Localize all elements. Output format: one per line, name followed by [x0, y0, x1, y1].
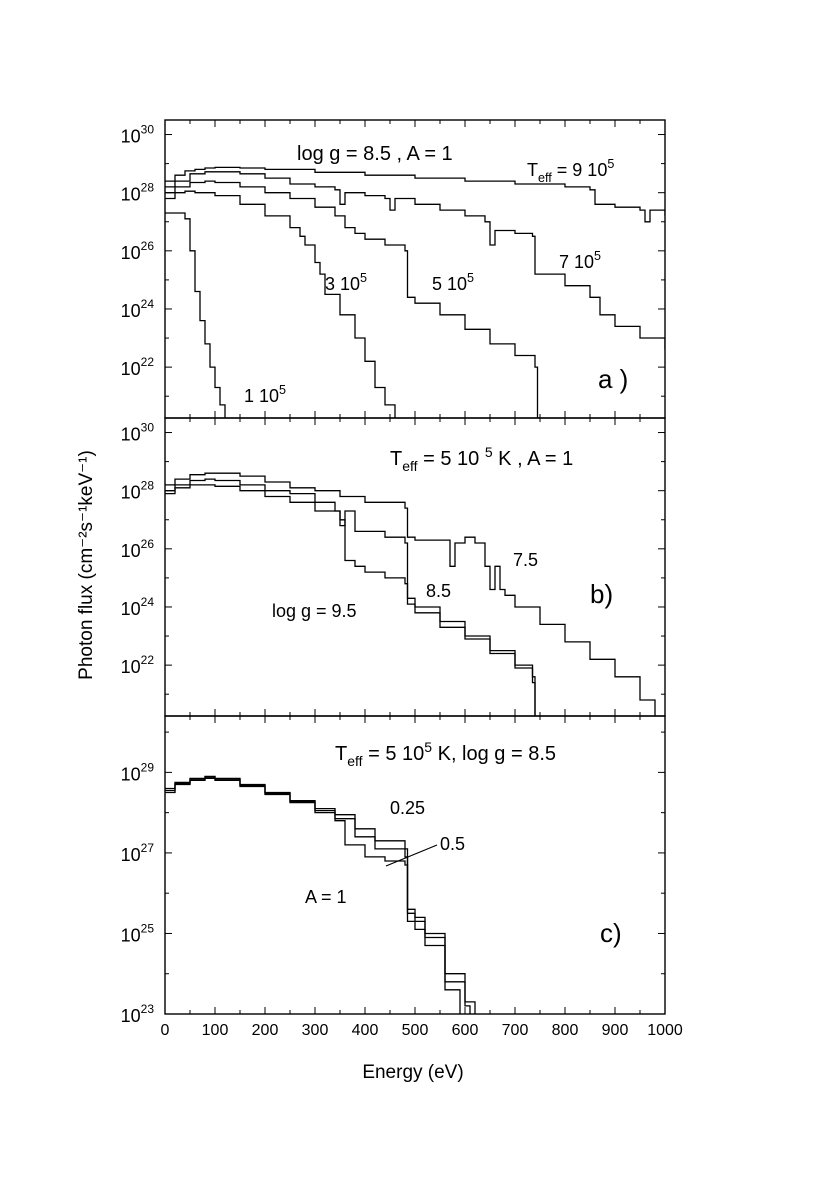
series-label: 1 105: [244, 383, 286, 406]
series-label: Teff = 9 105: [527, 157, 614, 185]
y-tick-label: 1029: [121, 760, 155, 784]
panel-b: 1022 1024 1026 1028 1030 7.5 8.5 log g = 9.5 Tef…: [121, 417, 666, 717]
series-line-a-5: [165, 212, 226, 418]
series-label: 3 105: [325, 271, 367, 294]
y-tick-label: 1026: [121, 239, 155, 263]
panel-label: b): [590, 579, 613, 609]
x-tick-label: 100: [202, 1022, 229, 1039]
series-label: 5 105: [432, 271, 474, 294]
series-line-b-1: [165, 472, 656, 716]
panel-heading: log g = 8.5 , A = 1: [297, 143, 453, 165]
y-tick-label: 1024: [121, 297, 155, 321]
x-tick-label: 0: [161, 1022, 170, 1039]
panel-heading: Teff = 5 105 K, log g = 8.5: [335, 739, 556, 769]
series-line-a-4: [165, 190, 396, 418]
y-tick-label: 1026: [121, 537, 155, 561]
panel-label: c): [600, 918, 622, 948]
annotation-pointer: [385, 844, 438, 867]
series-line-b-2: [165, 478, 536, 716]
x-tick-label: 400: [352, 1022, 379, 1039]
series-line-c-3: [165, 777, 461, 1014]
y-tick-label: 1025: [121, 921, 155, 945]
x-tick-label: 200: [252, 1022, 279, 1039]
series-label: 0.25: [390, 798, 425, 818]
y-tick-label: 1022: [121, 653, 155, 677]
y-tick-label: 1027: [121, 841, 155, 865]
x-tick-label: 500: [402, 1022, 429, 1039]
x-axis-label: Energy (eV): [362, 1062, 463, 1083]
y-tick-label: 1028: [121, 479, 155, 503]
x-tick-label: 700: [502, 1022, 529, 1039]
y-tick-label: 1024: [121, 595, 155, 619]
y-tick-label: 1023: [121, 1002, 155, 1026]
y-axis-label: Photon flux (cm⁻²s⁻¹keV⁻¹): [76, 450, 97, 680]
y-tick-label: 1030: [121, 421, 155, 445]
series-label: log g = 9.5: [272, 601, 357, 621]
panel-c: 1023 1025 1027 1029 0 100 200 300 400 500 600 700 80…: [121, 715, 683, 1039]
x-tick-label: 800: [552, 1022, 579, 1039]
series-label: 7.5: [513, 550, 538, 570]
series-line-a-2: [165, 171, 665, 350]
panel-label: a ): [598, 364, 628, 394]
series-label: 0.5: [440, 834, 465, 854]
series-line-b-3: [165, 484, 536, 716]
panel-heading: Teff = 5 10 5 K , A = 1: [390, 444, 573, 474]
series-label: 8.5: [426, 581, 451, 601]
series-label: 7 105: [559, 249, 601, 272]
x-tick-label: 1000: [647, 1022, 683, 1039]
y-tick-label: 1028: [121, 181, 155, 205]
x-tick-label: 600: [452, 1022, 479, 1039]
x-tick-label: 300: [302, 1022, 329, 1039]
y-tick-label: 1022: [121, 355, 155, 379]
series-label: A = 1: [305, 887, 347, 907]
x-tick-label: 900: [602, 1022, 629, 1039]
series-line-a-3: [165, 180, 539, 418]
y-tick-label: 1030: [121, 123, 155, 147]
series-line-a-1: [165, 166, 665, 223]
panel-a: 1022 1024 1026 1028 1030 Teff = 9 105 7 105 5 1…: [121, 119, 666, 419]
